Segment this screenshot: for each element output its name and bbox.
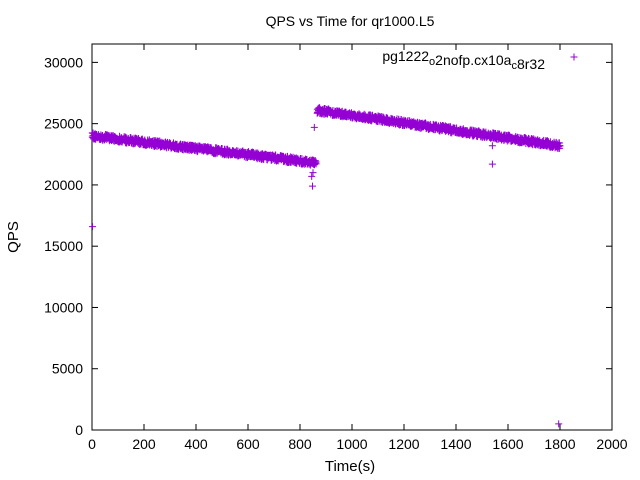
legend-text-part: 2nofp.cx10a: [435, 52, 511, 68]
axis-ticks: 0 200 400 600 800 1000 1200 1400 1600 1800 2000050…: [44, 44, 628, 452]
legend: pg1222o2nofp.cx10ac8r32: [382, 48, 578, 72]
plot-frame: [91, 43, 613, 431]
outlier-point: [309, 169, 317, 177]
x-axis-label: Time(s): [325, 458, 375, 475]
y-tick-label: 15000: [44, 238, 83, 254]
plot-border: [91, 43, 613, 431]
y-axis-label: QPS: [5, 221, 22, 253]
y-tick-label: 30000: [44, 54, 83, 70]
outlier-point: [310, 123, 318, 131]
x-tick-label: 2000: [596, 436, 627, 452]
outlier-point: [89, 223, 97, 231]
data-point: [312, 160, 320, 168]
legend-text-part: 8r32: [517, 56, 545, 72]
x-tick-label: 1800: [544, 436, 575, 452]
x-tick-label: 600: [236, 436, 260, 452]
outlier-point: [308, 172, 316, 180]
x-tick-label: 1600: [492, 436, 523, 452]
chart-title: QPS vs Time for qr1000.L5: [266, 13, 435, 29]
outlier-point: [488, 160, 496, 168]
data-point: [556, 142, 564, 150]
outlier-point: [488, 142, 496, 150]
y-tick-label: 25000: [44, 116, 83, 132]
data-points: [88, 104, 564, 428]
legend-subscript: o: [429, 56, 435, 68]
outlier-point: [555, 420, 563, 428]
legend-plus-marker: [570, 53, 578, 61]
x-tick-label: 1000: [336, 436, 367, 452]
y-tick-label: 10000: [44, 299, 83, 315]
legend-series-label: pg1222o2nofp.cx10ac8r32: [382, 48, 545, 72]
data-point: [554, 143, 562, 151]
legend-text-part: pg1222: [382, 48, 429, 64]
outlier-point: [308, 182, 316, 190]
x-tick-label: 800: [288, 436, 312, 452]
legend-subscript: c: [511, 60, 517, 72]
x-tick-label: 400: [184, 436, 208, 452]
x-tick-label: 200: [132, 436, 156, 452]
data-point: [233, 147, 241, 155]
y-tick-label: 5000: [52, 361, 83, 377]
x-tick-label: 1200: [388, 436, 419, 452]
legend-series-marker: [570, 53, 578, 61]
y-tick-label: 20000: [44, 177, 83, 193]
x-tick-label: 1400: [440, 436, 471, 452]
x-tick-label: 0: [88, 436, 96, 452]
y-tick-label: 0: [75, 422, 83, 438]
data-point: [311, 157, 319, 165]
